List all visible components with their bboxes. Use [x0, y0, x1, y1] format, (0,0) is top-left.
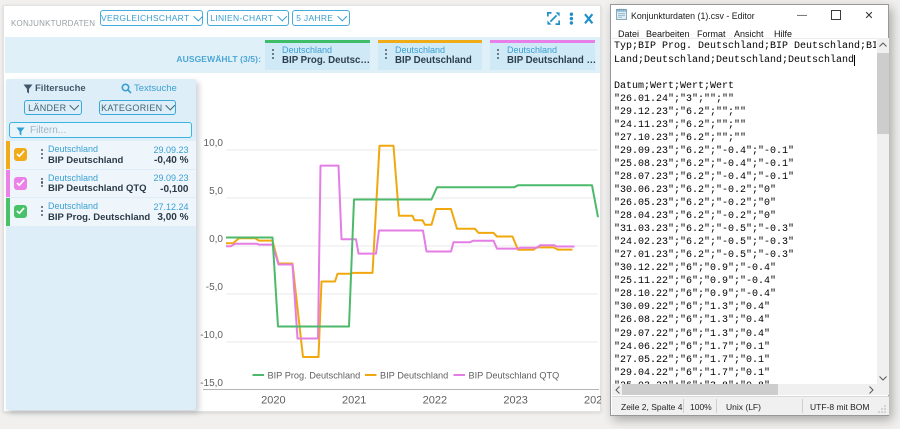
svg-text:BIP Prog. Deutschland: BIP Prog. Deutschland: [268, 371, 361, 381]
svg-text:BIP Deutschland: BIP Deutschland: [380, 371, 448, 381]
svg-text:2022: 2022: [423, 395, 447, 407]
svg-text:0,0: 0,0: [209, 234, 223, 245]
svg-text:10,0: 10,0: [204, 138, 224, 149]
svg-text:2020: 2020: [261, 395, 285, 407]
svg-text:2024: 2024: [584, 395, 601, 407]
svg-text:-10,0: -10,0: [200, 330, 223, 341]
svg-text:2021: 2021: [342, 395, 366, 407]
svg-text:5,0: 5,0: [209, 186, 223, 197]
svg-text:-15,0: -15,0: [200, 378, 223, 389]
svg-text:-5,0: -5,0: [206, 282, 224, 293]
svg-text:2023: 2023: [503, 395, 527, 407]
svg-text:BIP Deutschland QTQ: BIP Deutschland QTQ: [469, 371, 560, 381]
